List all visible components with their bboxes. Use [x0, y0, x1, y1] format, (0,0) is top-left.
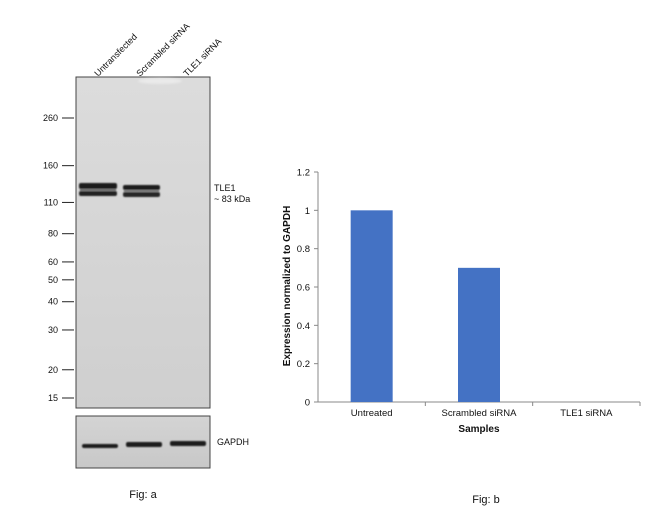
tle1-bands: [79, 183, 160, 197]
gapdh-label: GAPDH: [217, 437, 249, 447]
marker-label: 30: [48, 325, 58, 335]
caption-fig-b: Fig: b: [472, 494, 500, 506]
bar-chart: 0 0.2 0.4 0.6 0.8 1 1.2 Untreated Scrambled siRN…: [297, 168, 641, 419]
gapdh-band-tle1-sirna: [170, 441, 206, 446]
marker-label: 20: [48, 365, 58, 375]
western-blot-panel: Untransfected Scrambled siRNA TLE1 siRNA…: [43, 21, 250, 501]
x-tick-label: Untreated: [351, 408, 393, 419]
marker-label: 15: [48, 393, 58, 403]
gapdh-band-untransfected: [82, 444, 118, 448]
band-scrambled-sirna: [123, 185, 160, 197]
marker-label: 260: [43, 113, 58, 123]
caption-fig-a: Fig: a: [129, 489, 157, 501]
marker-label: 80: [48, 229, 58, 239]
y-axis-label: Expression normalized to GAPDH: [282, 206, 293, 367]
x-tick-label: Scrambled siRNA: [442, 408, 518, 419]
marker-label: 40: [48, 297, 58, 307]
main-blot-membrane: [75, 76, 211, 409]
x-tick-label: TLE1 siRNA: [560, 408, 613, 419]
lane-label-tle1-sirna: TLE1 siRNA: [181, 36, 223, 78]
band-untransfected: [79, 183, 117, 196]
y-tick-label: 0.2: [297, 359, 310, 370]
blot-smear: [138, 78, 182, 84]
bar-scrambled-sirna: [458, 267, 500, 402]
y-tick-label: 0.6: [297, 283, 310, 294]
bar-chart-panel: 0 0.2 0.4 0.6 0.8 1 1.2 Untreated Scrambled siRN…: [282, 168, 641, 506]
marker-label: 60: [48, 257, 58, 267]
band-label-tle1: TLE1: [214, 183, 236, 193]
y-tick-label: 0.4: [297, 321, 310, 332]
marker-label: 160: [43, 161, 58, 171]
bar-untreated: [350, 210, 393, 402]
marker-label: 110: [44, 197, 58, 207]
x-axis-label: Samples: [458, 424, 500, 435]
marker-ladder: 260 160 110 80 60 50 40 30 20 15: [43, 113, 74, 403]
marker-label: 50: [48, 275, 58, 285]
lane-labels: Untransfected Scrambled siRNA TLE1 siRNA: [92, 21, 223, 78]
gapdh-bands: [82, 441, 206, 448]
y-tick-label: 0: [305, 398, 310, 409]
gapdh-band-scrambled-sirna: [126, 442, 162, 447]
lane-label-untransfected: Untransfected: [92, 32, 139, 79]
band-label-size: ~ 83 kDa: [214, 194, 250, 204]
y-tick-label: 1: [305, 206, 310, 217]
y-tick-label: 1.2: [297, 168, 310, 179]
y-tick-label: 0.8: [297, 244, 310, 255]
